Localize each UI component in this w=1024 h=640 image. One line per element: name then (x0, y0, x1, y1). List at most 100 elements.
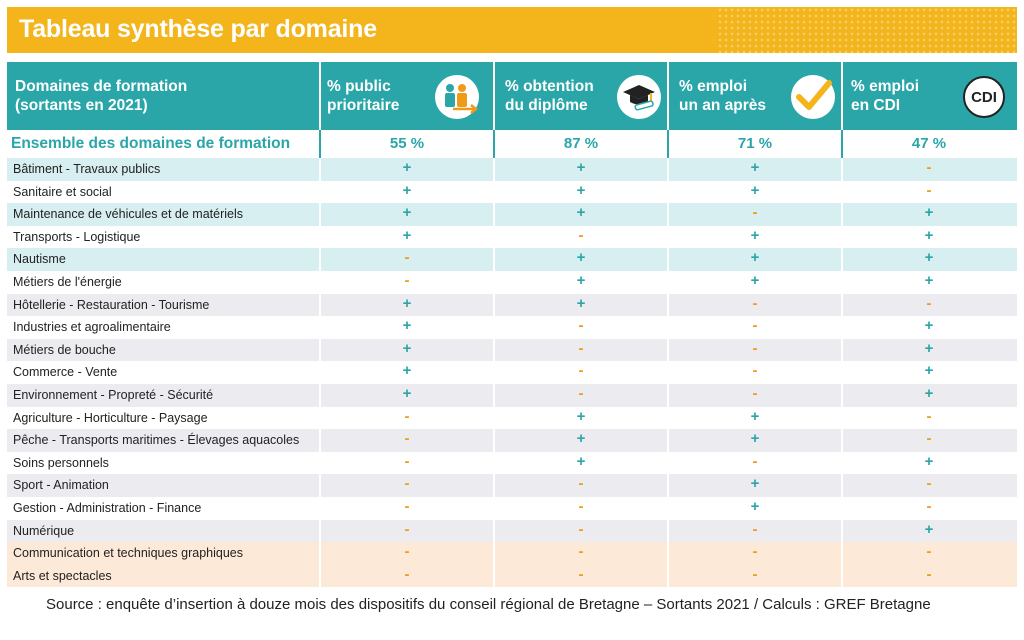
minus-indicator: - (926, 407, 932, 425)
minus-indicator: - (752, 294, 758, 312)
header-cdi-line1: % emploi (851, 78, 920, 95)
header-public-prioritaire: % public prioritaire (321, 62, 493, 130)
minus-indicator: - (578, 339, 584, 357)
ensemble-label: Ensemble des domaines de formation (11, 135, 291, 152)
table-header: Domaines de formation (sortants en 2021) … (7, 62, 1017, 130)
plus-indicator: + (924, 271, 934, 289)
domain-label: Communication et techniques graphiques (13, 546, 243, 561)
minus-indicator: - (926, 565, 932, 583)
plus-indicator: + (924, 362, 934, 380)
table-row: Gestion - Administration - Finance - - + - (7, 496, 1017, 520)
minus-indicator: - (752, 362, 758, 380)
minus-indicator: - (404, 565, 410, 583)
cdi-badge-icon: CDI (963, 76, 1005, 118)
header-public-line1: % public (327, 78, 391, 95)
ensemble-row: Ensemble des domaines de formation 55 % … (7, 130, 1017, 158)
minus-indicator: - (752, 543, 758, 561)
domain-label: Environnement - Propreté - Sécurité (13, 387, 214, 402)
plus-indicator: + (402, 159, 412, 176)
domain-label: Nautisme (13, 252, 66, 267)
domain-label: Arts et spectacles (13, 568, 112, 583)
minus-indicator: - (404, 497, 410, 515)
minus-indicator: - (578, 362, 584, 380)
table-row: Maintenance de véhicules et de matériels… (7, 203, 1017, 226)
table-row: Bâtiment - Travaux publics + + + - (7, 158, 1017, 181)
minus-indicator: - (578, 520, 584, 538)
minus-indicator: - (926, 475, 932, 493)
minus-indicator: - (404, 407, 410, 425)
minus-indicator: - (578, 543, 584, 561)
title-dot-pattern (717, 7, 1017, 53)
table-row: Communication et techniques graphiques - -… (7, 542, 1017, 565)
header-public-line2: prioritaire (327, 97, 400, 114)
source-note: Source : enquête d’insertion à douze moi… (46, 596, 931, 613)
title-band: Tableau synthèse par domaine (7, 7, 1017, 53)
header-emploi-line2: un an après (679, 97, 766, 114)
plus-indicator: + (924, 339, 934, 357)
plus-indicator: + (924, 384, 934, 402)
plus-indicator: + (750, 271, 760, 289)
plus-indicator: + (576, 452, 586, 470)
domain-label: Maintenance de véhicules et de matériels (13, 207, 243, 222)
header-cdi-line2: en CDI (851, 97, 901, 114)
plus-indicator: + (402, 384, 412, 402)
domain-label: Métiers de bouche (13, 342, 116, 357)
plus-indicator: + (750, 249, 760, 267)
minus-indicator: - (926, 430, 932, 448)
plus-indicator: + (924, 204, 934, 222)
plus-indicator: + (576, 204, 586, 222)
table-row: Numérique - - - + (7, 519, 1017, 543)
header-domaines-line2: (sortants en 2021) (15, 97, 148, 114)
domain-label: Métiers de l'énergie (13, 274, 122, 289)
plus-indicator: + (750, 159, 760, 176)
domain-label: Gestion - Administration - Finance (13, 500, 202, 515)
minus-indicator: - (752, 520, 758, 538)
domain-label: Numérique (13, 523, 75, 538)
plus-indicator: + (576, 430, 586, 448)
checkmark-icon (791, 75, 835, 119)
minus-indicator: - (926, 181, 932, 199)
table-row: Arts et spectacles - - - - (7, 564, 1017, 588)
plus-indicator: + (750, 407, 760, 425)
plus-indicator: + (924, 226, 934, 244)
table-row: Environnement - Propreté - Sécurité + - - + (7, 383, 1017, 407)
minus-indicator: - (578, 317, 584, 335)
minus-indicator: - (578, 226, 584, 244)
plus-indicator: + (402, 317, 412, 335)
minus-indicator: - (404, 249, 410, 267)
table-row: Sanitaire et social + + + - (7, 180, 1017, 204)
plus-indicator: + (576, 407, 586, 425)
minus-indicator: - (404, 271, 410, 289)
plus-indicator: + (750, 226, 760, 244)
plus-indicator: + (750, 430, 760, 448)
table-row: Métiers de bouche + - - + (7, 338, 1017, 362)
domain-label: Sport - Animation (13, 478, 109, 493)
plus-indicator: + (750, 497, 760, 515)
minus-indicator: - (404, 543, 410, 561)
minus-indicator: - (578, 384, 584, 402)
minus-indicator: - (926, 294, 932, 312)
table-row: Métiers de l'énergie - + + + (7, 270, 1017, 294)
ensemble-value-diplome: 87 % (563, 135, 599, 152)
domain-label: Sanitaire et social (13, 184, 112, 199)
domain-label: Hôtellerie - Restauration - Tourisme (13, 297, 210, 312)
domain-label: Commerce - Vente (13, 365, 118, 380)
plus-indicator: + (750, 475, 760, 493)
plus-indicator: + (576, 159, 586, 176)
minus-indicator: - (578, 475, 584, 493)
domain-label: Agriculture - Horticulture - Paysage (13, 410, 208, 425)
minus-indicator: - (404, 475, 410, 493)
table-row: Transports - Logistique + - + + (7, 225, 1017, 249)
plus-indicator: + (402, 204, 412, 222)
table-row: Sport - Animation - - + - (7, 474, 1017, 497)
header-domaines-line1: Domaines de formation (15, 78, 188, 95)
minus-indicator: - (926, 543, 932, 561)
plus-indicator: + (402, 181, 412, 199)
plus-indicator: + (750, 181, 760, 199)
ensemble-value-public: 55 % (389, 135, 425, 152)
plus-indicator: + (402, 294, 412, 312)
table-row: Nautisme - + + + (7, 248, 1017, 271)
table-row: Hôtellerie - Restauration - Tourisme + + - - (7, 293, 1017, 317)
minus-indicator: - (404, 520, 410, 538)
minus-indicator: - (404, 452, 410, 470)
